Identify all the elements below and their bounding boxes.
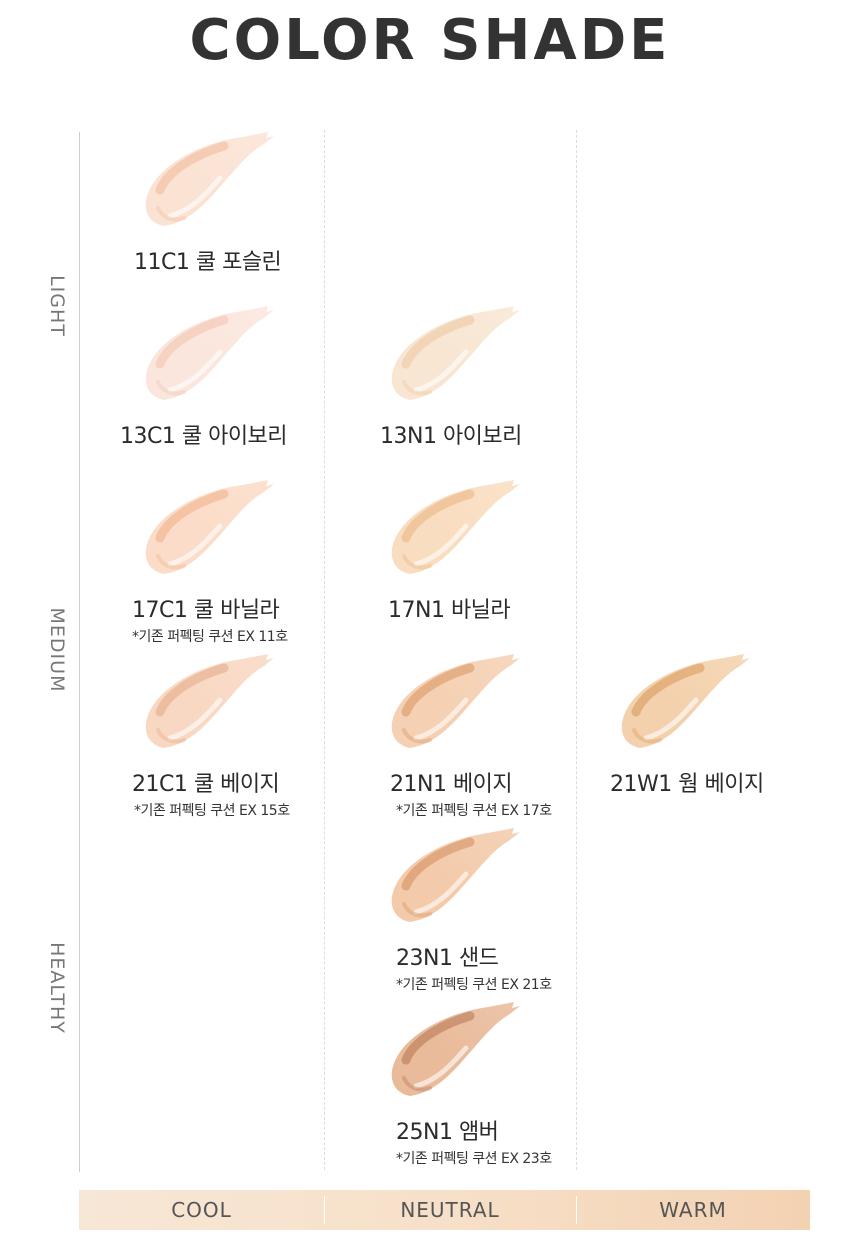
swatch-11c1 <box>140 130 280 230</box>
shade-note-21n1: *기존 퍼펙팅 쿠션 EX 17호 <box>396 803 552 819</box>
shade-name-25n1: 25N1 앰버 <box>396 1120 499 1145</box>
tone-separator <box>576 1196 577 1224</box>
shade-name-23n1: 23N1 샌드 <box>396 946 499 971</box>
tone-bar: COOL NEUTRAL WARM <box>79 1190 810 1230</box>
shade-name-13n1: 13N1 아이보리 <box>380 424 522 449</box>
swatch-21c1 <box>140 652 280 752</box>
swatch-13n1 <box>386 304 526 404</box>
shade-note-23n1: *기존 퍼펙팅 쿠션 EX 21호 <box>396 977 552 993</box>
vertical-axis-line <box>79 132 80 1172</box>
shade-name-17c1: 17C1 쿨 바닐라 <box>132 598 280 623</box>
shade-note-25n1: *기존 퍼펙팅 쿠션 EX 23호 <box>396 1151 552 1167</box>
shade-name-17n1: 17N1 바닐라 <box>388 598 511 623</box>
tone-label-neutral: NEUTRAL <box>400 1198 500 1222</box>
tone-separator <box>324 1196 325 1224</box>
page-title: COLOR SHADE <box>189 8 671 73</box>
tone-label-cool: COOL <box>171 1198 232 1222</box>
column-divider-neutral-warm <box>576 130 577 1170</box>
shade-name-11c1: 11C1 쿨 포슬린 <box>134 250 282 275</box>
column-divider-cool-neutral <box>324 130 325 1170</box>
swatch-21w1 <box>616 652 756 752</box>
row-label-light: LIGHT <box>46 275 68 337</box>
shade-note-21c1: *기존 퍼펙팅 쿠션 EX 15호 <box>134 803 290 819</box>
swatch-21n1 <box>386 652 526 752</box>
tone-label-warm: WARM <box>659 1198 727 1222</box>
swatch-17c1 <box>140 478 280 578</box>
swatch-13c1 <box>140 304 280 404</box>
shade-name-13c1: 13C1 쿨 아이보리 <box>120 424 288 449</box>
shade-name-21c1: 21C1 쿨 베이지 <box>132 772 280 797</box>
swatch-23n1 <box>386 826 526 926</box>
row-label-medium: MEDIUM <box>46 607 68 693</box>
row-label-healthy: HEALTHY <box>46 942 68 1034</box>
shade-name-21n1: 21N1 베이지 <box>390 772 513 797</box>
shade-name-21w1: 21W1 웜 베이지 <box>610 772 764 797</box>
shade-note-17c1: *기존 퍼펙팅 쿠션 EX 11호 <box>132 629 288 645</box>
swatch-25n1 <box>386 1000 526 1100</box>
swatch-17n1 <box>386 478 526 578</box>
